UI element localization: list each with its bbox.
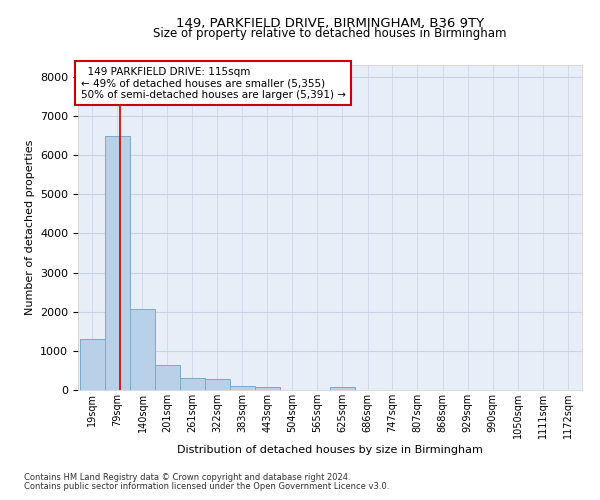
Text: 149, PARKFIELD DRIVE, BIRMINGHAM, B36 9TY: 149, PARKFIELD DRIVE, BIRMINGHAM, B36 9T… [176,18,484,30]
Bar [155,365,180,390]
Bar [130,308,155,390]
Text: Contains HM Land Registry data © Crown copyright and database right 2024.: Contains HM Land Registry data © Crown c… [24,474,350,482]
Bar [230,386,255,390]
Bar [255,388,280,390]
Bar [330,388,355,390]
Text: Contains public sector information licensed under the Open Government Licence v3: Contains public sector information licen… [24,482,389,491]
Bar [180,378,205,390]
Bar [80,339,105,390]
Text: Size of property relative to detached houses in Birmingham: Size of property relative to detached ho… [153,28,507,40]
Text: 149 PARKFIELD DRIVE: 115sqm
← 49% of detached houses are smaller (5,355)
50% of : 149 PARKFIELD DRIVE: 115sqm ← 49% of det… [80,66,346,100]
Bar [205,379,230,390]
Bar [105,136,130,390]
X-axis label: Distribution of detached houses by size in Birmingham: Distribution of detached houses by size … [177,445,483,455]
Y-axis label: Number of detached properties: Number of detached properties [25,140,35,315]
